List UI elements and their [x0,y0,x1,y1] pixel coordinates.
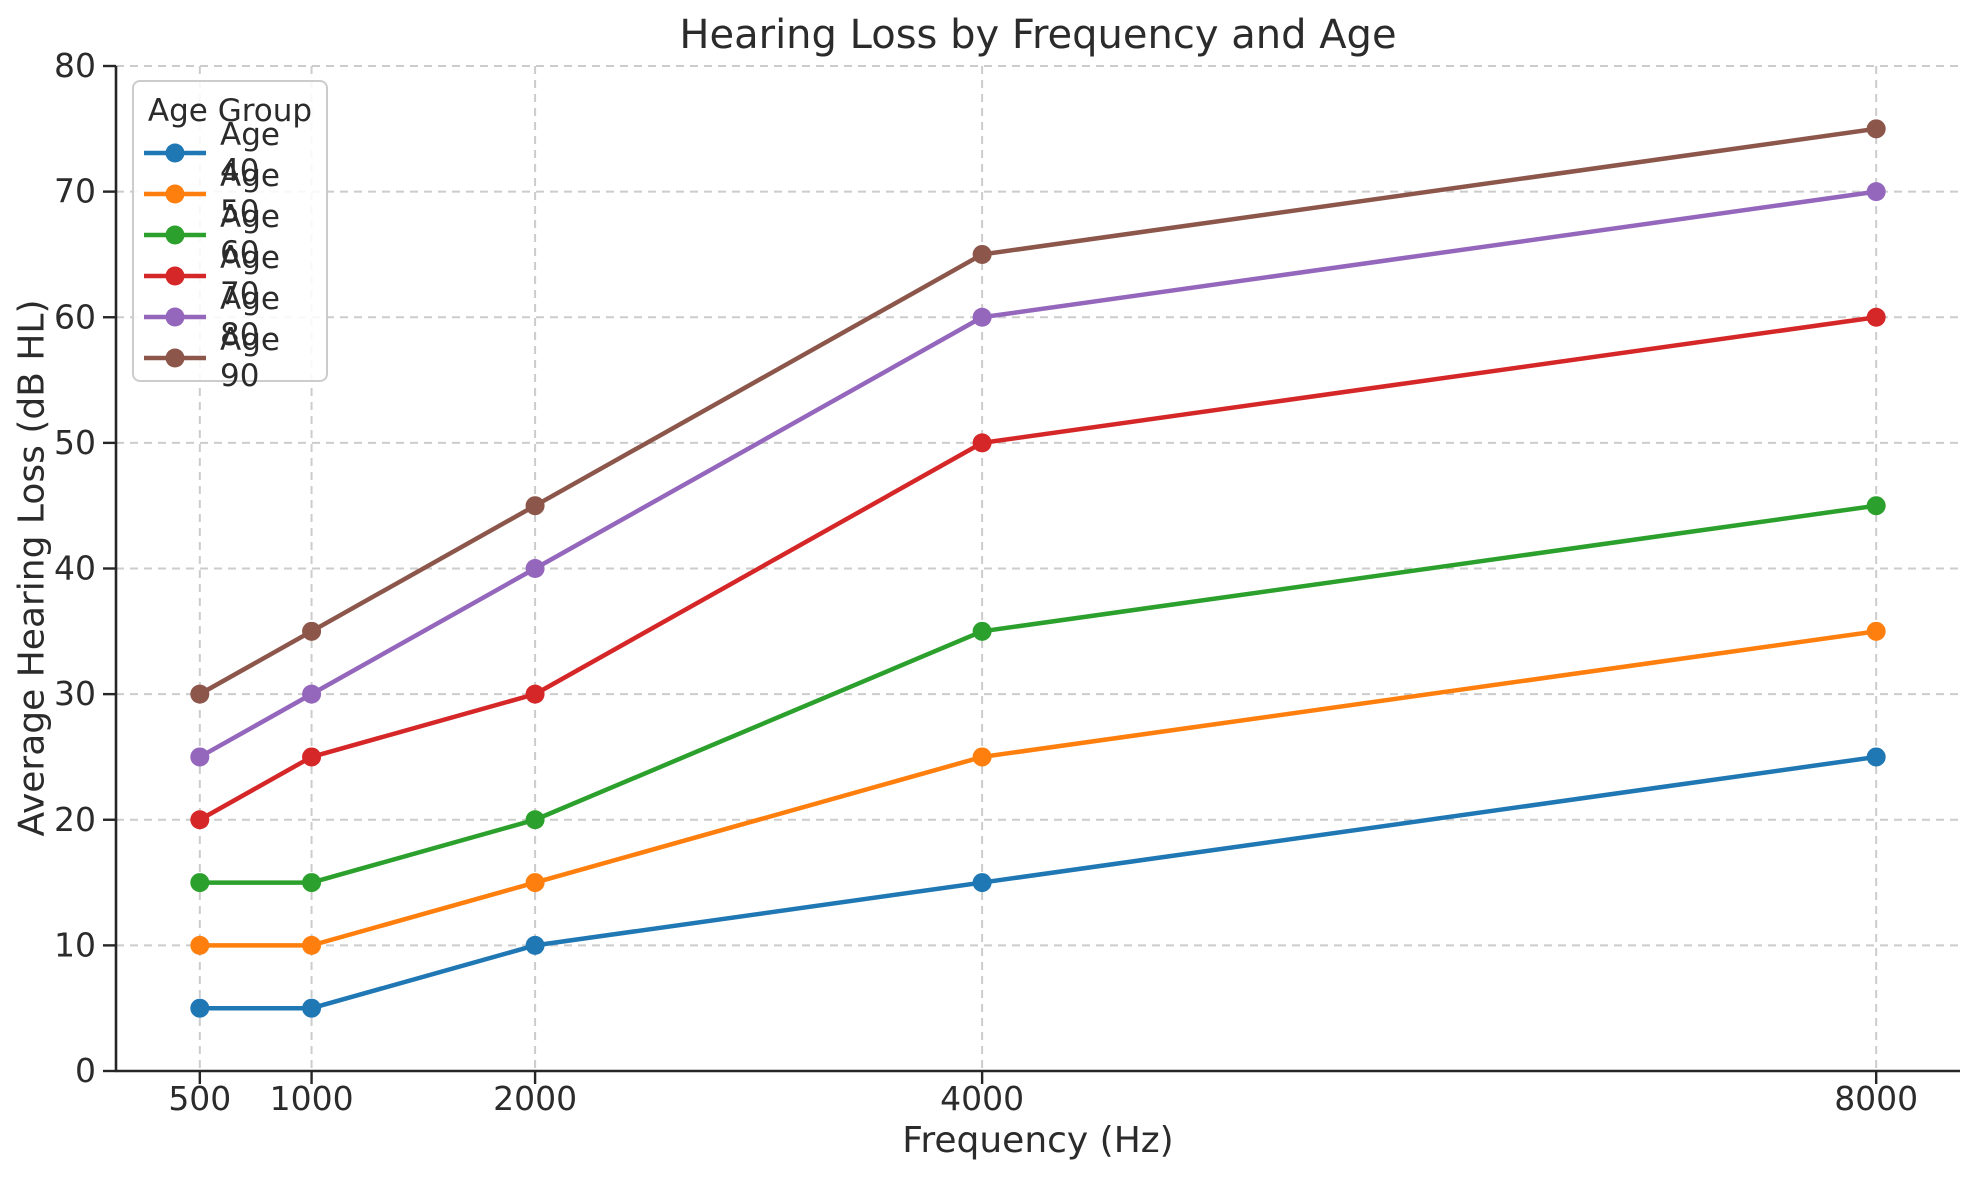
series-line-age-50 [197,629,1879,948]
data-point-marker [525,935,545,955]
legend-entry-label: Age 70 [220,239,280,312]
legend-swatch-marker [165,184,185,203]
data-point-marker [190,684,210,704]
data-point-marker [972,747,992,767]
legend-swatch-marker [165,307,185,326]
legend-entry-label: Age 40 [220,116,280,189]
legend-swatch-marker [165,266,185,285]
series-line-age-70 [197,315,1879,822]
y-tick-label: 30 [54,674,96,713]
data-point-marker [1866,621,1886,641]
data-point-marker [190,810,210,830]
legend-entry: Age 80 [134,281,326,353]
x-tick-label: 2000 [493,1079,577,1118]
legend-entry-label: Age 90 [220,321,280,394]
x-tick-label: 4000 [940,1079,1024,1118]
legend-swatch [144,143,206,162]
data-point-marker [525,684,545,704]
legend-entry-label: Age 80 [220,280,280,353]
series-line-age-60 [197,503,1879,885]
series-line-age-90 [197,126,1879,697]
legend: Age Group Age 40 Age 50 Age 60 Age 70 Age 80… [132,80,328,394]
data-point-marker [972,307,992,327]
legend-swatch-marker [165,348,185,367]
data-point-marker [190,873,210,893]
data-point-marker [525,810,545,830]
series-line-age-40 [197,754,1879,1011]
legend-swatch [144,307,206,326]
data-point-marker [972,433,992,453]
x-tick-label: 500 [168,1079,231,1118]
legend-swatch [144,348,206,367]
legend-swatch [144,266,206,285]
legend-entry: Age 60 [134,199,326,271]
data-point-marker [302,998,322,1018]
data-point-marker [190,747,210,767]
data-point-marker [302,873,322,893]
legend-swatch-marker [165,225,185,244]
data-point-marker [525,559,545,578]
data-point-marker [302,684,322,704]
data-point-marker [1866,307,1886,327]
data-point-marker [525,496,545,516]
x-axis-title: Frequency (Hz) [902,1120,1174,1161]
data-point-marker [1866,747,1886,767]
data-point-marker [190,998,210,1018]
data-point-marker [1866,496,1886,516]
legend-swatch [144,184,206,203]
data-point-marker [1866,119,1886,139]
data-point-marker [302,747,322,767]
x-tick-label: 8000 [1834,1079,1918,1118]
data-point-marker [302,621,322,641]
legend-title: Age Group [147,93,313,129]
x-tick-label: 1000 [270,1079,354,1118]
y-tick-label: 50 [54,423,96,462]
y-tick-label: 10 [54,925,96,964]
legend-entry: Age 50 [134,158,326,230]
legend-entry: Age 90 [134,322,326,394]
legend-swatch-marker [165,143,185,162]
y-axis-title: Average Hearing Loss (dB HL) [11,299,53,837]
chart-title: Hearing Loss by Frequency and Age [679,12,1397,58]
data-point-marker [1866,182,1886,202]
legend-swatch [144,225,206,244]
y-tick-label: 80 [54,46,96,85]
y-tick-label: 40 [54,549,96,588]
legend-entry: Age 70 [134,240,326,312]
legend-entry: Age 40 [134,117,326,189]
data-point-marker [190,935,210,955]
y-tick-label: 20 [54,800,96,839]
series-line-age-80 [197,189,1879,760]
data-point-marker [972,621,992,641]
data-point-marker [972,244,992,264]
legend-entry-label: Age 60 [220,198,280,271]
data-point-marker [302,935,322,955]
legend-entry-label: Age 50 [220,157,280,230]
y-tick-label: 60 [54,297,96,336]
data-point-marker [972,873,992,893]
y-tick-label: 0 [75,1051,96,1090]
y-tick-label: 70 [54,172,96,211]
data-point-marker [525,873,545,893]
